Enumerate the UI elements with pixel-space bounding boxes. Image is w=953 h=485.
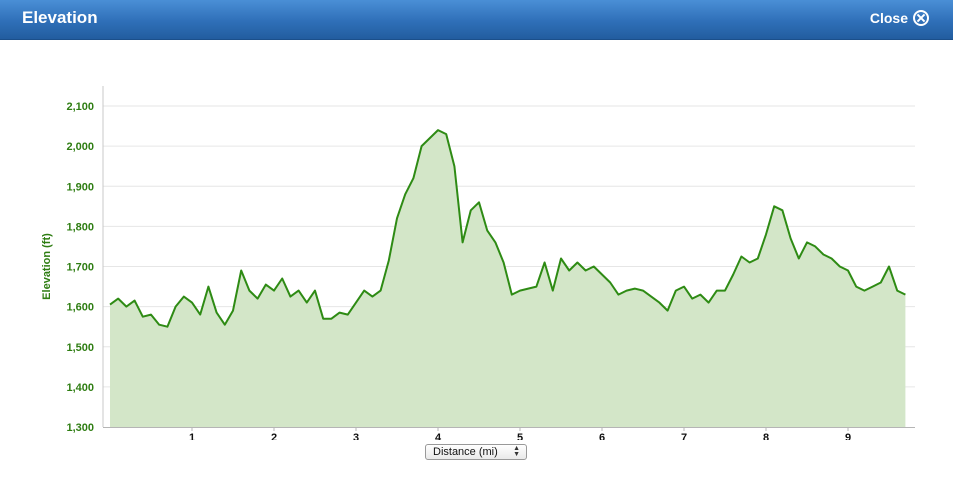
x-tick-label: 8: [763, 432, 769, 440]
y-tick-label: 1,900: [66, 181, 94, 193]
x-tick-label: 2: [271, 432, 277, 440]
y-tick-label: 1,400: [66, 382, 94, 394]
x-tick-label: 9: [845, 432, 851, 440]
x-tick-label: 7: [681, 432, 687, 440]
x-axis-select[interactable]: Distance (mi) ▲ ▼: [425, 444, 527, 460]
y-tick-label: 1,600: [66, 302, 94, 314]
elevation-area: [110, 130, 906, 427]
x-tick-label: 4: [435, 432, 442, 440]
y-tick-label: 1,800: [66, 221, 94, 233]
y-tick-label: 2,000: [66, 141, 94, 153]
elevation-chart: 1,300 1,400 1,500 1,600 1,700 1,800 1,900 2,000…: [41, 86, 915, 440]
x-tick-label: 1: [189, 432, 195, 440]
y-tick-label: 1,700: [66, 262, 94, 274]
dialog-title: Elevation: [22, 8, 98, 27]
y-axis-title: Elevation (ft): [41, 233, 53, 300]
y-tick-label: 1,300: [66, 422, 94, 434]
close-button[interactable]: Close: [870, 8, 929, 28]
elevation-line: [109, 129, 906, 328]
select-arrows-icon: ▲ ▼: [513, 445, 520, 458]
close-circle-icon: [913, 10, 929, 26]
x-tick-label: 3: [353, 432, 359, 440]
close-label: Close: [869, 10, 908, 26]
y-tick-label: 1,500: [66, 342, 94, 354]
x-tick-label: 5: [517, 432, 523, 440]
y-tick-label: 2,100: [66, 101, 94, 113]
x-tick-label: 6: [599, 432, 605, 440]
dialog-header: Elevation Close: [0, 0, 953, 40]
x-axis-select-value: Distance (mi): [433, 446, 498, 458]
